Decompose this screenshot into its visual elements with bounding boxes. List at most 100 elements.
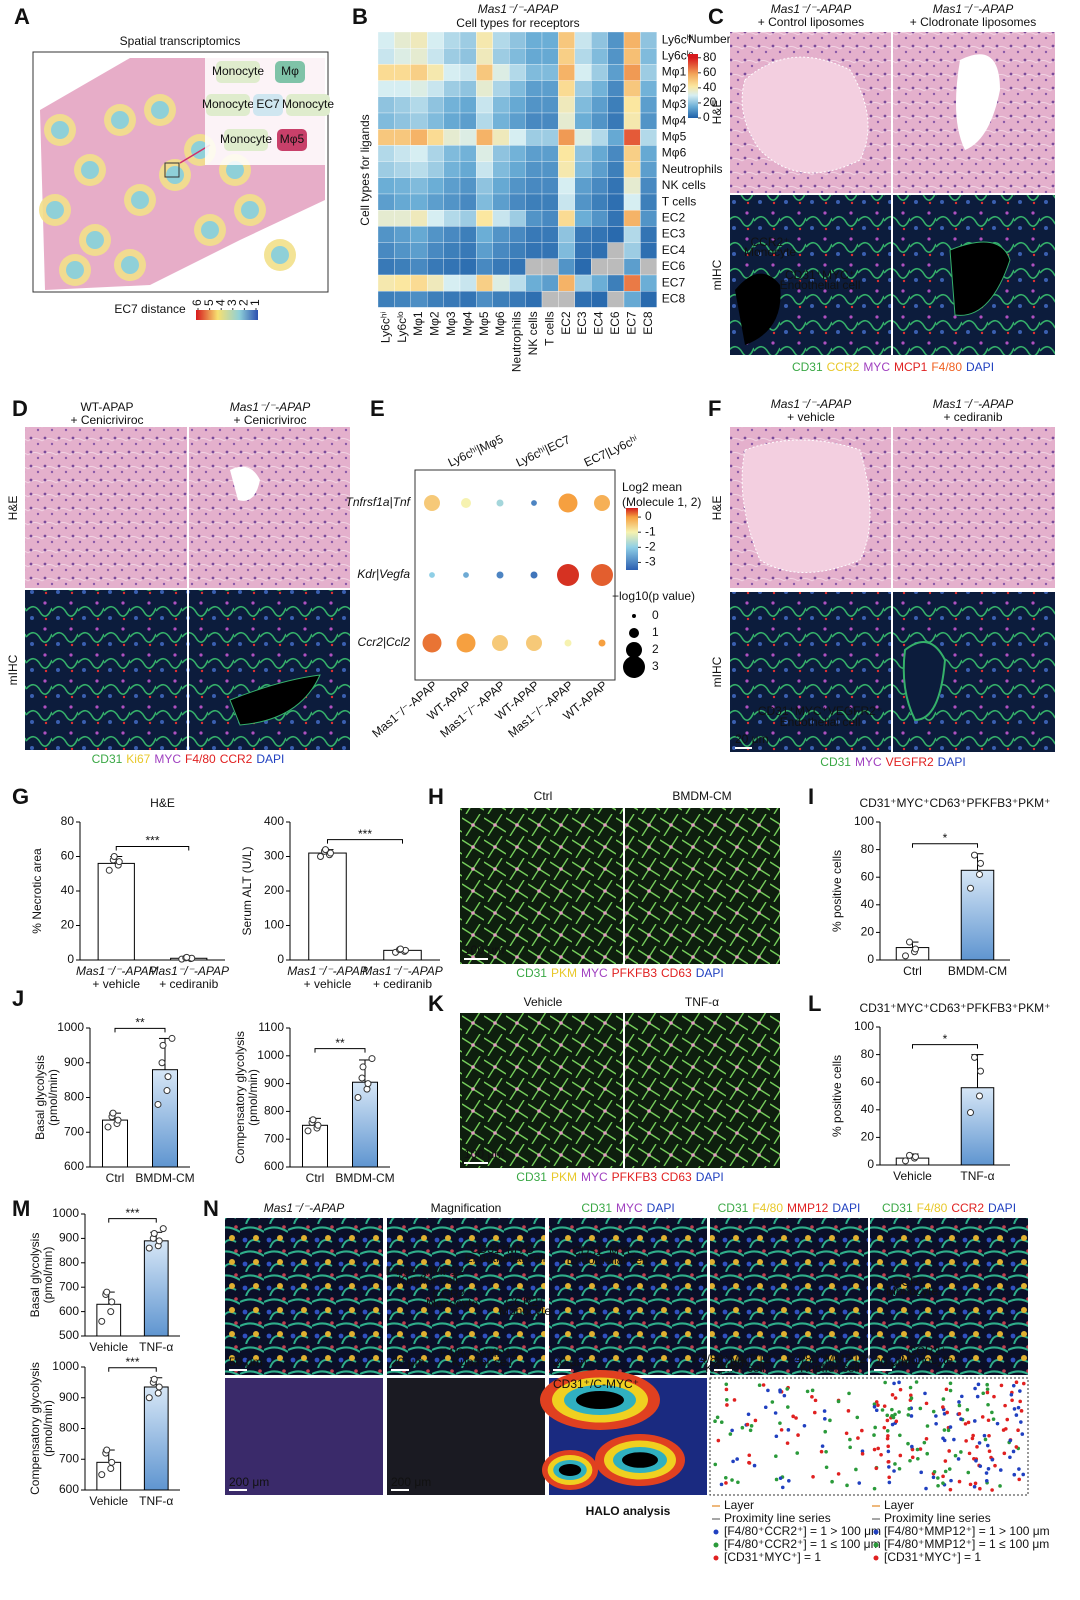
cell-dot — [872, 1486, 877, 1491]
y-tick-label: 1000 — [52, 1359, 79, 1373]
cell-dot — [874, 1400, 879, 1404]
heat-cell — [541, 96, 559, 114]
cell-dot — [893, 1412, 897, 1417]
y-tick-label: 500 — [59, 1328, 79, 1342]
he-image — [189, 427, 350, 588]
cell-dot — [872, 1447, 877, 1452]
data-point — [163, 1087, 171, 1095]
cell-dot — [897, 1466, 902, 1471]
zoom-box — [164, 162, 180, 178]
cell-dot — [948, 1381, 953, 1386]
y-tick-label: 700 — [64, 1124, 84, 1138]
cell-dot — [713, 1419, 717, 1424]
x-tick-label: Ctrl — [903, 964, 922, 978]
heat-cell — [541, 48, 559, 65]
cell-dot — [749, 1424, 754, 1428]
heat-cell — [591, 177, 608, 195]
cell-dot — [885, 1413, 890, 1418]
cell-box — [286, 94, 330, 116]
stain: CD63 — [661, 966, 692, 980]
heat-cell — [640, 291, 657, 308]
cell-dot — [882, 1404, 887, 1408]
data-point — [98, 1471, 106, 1479]
cell-dot — [918, 1447, 923, 1451]
heat-cell — [459, 242, 477, 259]
stain: MYC — [616, 1201, 643, 1215]
heat-cell — [476, 226, 493, 243]
stain: CD31 — [92, 752, 123, 766]
cell-dot — [1011, 1383, 1016, 1388]
data-point — [314, 1121, 322, 1129]
cell-dot — [1016, 1405, 1021, 1410]
heat-cell — [476, 96, 493, 114]
column-header: + Clodronate liposomes — [910, 15, 1036, 29]
y-tick-label: 40 — [861, 897, 875, 911]
heat-cell — [377, 31, 395, 49]
cell-dot — [824, 1449, 828, 1454]
stain: MMP12 — [787, 1201, 829, 1215]
heat-cell — [558, 210, 575, 227]
cell-dot — [1017, 1477, 1022, 1482]
cell-dot — [898, 1433, 902, 1438]
cell-dot — [957, 1479, 962, 1484]
row-label: Mφ5 — [662, 129, 687, 143]
cell-dot — [972, 1484, 977, 1489]
cell-dot — [898, 1387, 903, 1392]
heat-cell — [574, 112, 592, 130]
cell-dot — [966, 1470, 971, 1475]
cell-dot — [885, 1428, 890, 1433]
stain-legend: CD31 MYC VEGFR2 DAPI — [820, 755, 965, 769]
colorbar-tick-label: -2 — [645, 539, 656, 553]
heat-cell — [492, 210, 510, 227]
image-annotation: Endothelial cell — [465, 1251, 546, 1265]
heat-cell — [443, 96, 461, 114]
x-tick-label: BMDM-CM — [335, 1171, 394, 1185]
heat-cell — [525, 258, 543, 276]
cell-dot — [991, 1417, 996, 1421]
scale-label: 200 μm — [391, 1475, 431, 1489]
cell-dot — [964, 1439, 968, 1443]
stain: PFKFB3 — [612, 1170, 658, 1184]
cell-dot — [932, 1469, 937, 1474]
scale-label: 20 μm — [714, 1355, 748, 1369]
heat-cell — [459, 177, 477, 195]
cell-dot — [785, 1387, 790, 1391]
y-tick-label: 200 — [264, 883, 284, 897]
stain: F4/80 — [185, 752, 216, 766]
heat-cell — [574, 129, 592, 146]
data-point — [397, 945, 404, 953]
heat-cell — [640, 177, 657, 195]
stain: DAPI — [647, 1201, 675, 1215]
image-annotation: Kupffer cell — [452, 1355, 512, 1369]
cell-dot — [972, 1419, 977, 1423]
significance-label: ** — [135, 1016, 145, 1030]
cell-dot — [946, 1428, 951, 1433]
stain: CCR2 — [220, 752, 253, 766]
cell-dot — [925, 1424, 930, 1428]
cell-dot — [973, 1386, 977, 1391]
legend-title: (Molecule 1, 2) — [622, 495, 701, 509]
heat-cell — [591, 31, 608, 49]
colorbar-tick-label: -3 — [645, 555, 656, 569]
heat-cell — [607, 31, 625, 49]
image-annotation: CCR2⁺ — [750, 235, 789, 249]
heat-cell — [591, 226, 608, 243]
cell-dot — [941, 1405, 945, 1409]
heat-cell — [377, 258, 395, 276]
cell-dot — [820, 1444, 825, 1448]
heat-cell — [394, 129, 411, 146]
heat-cell — [459, 161, 477, 178]
x-tick-label: + cediranib — [373, 977, 432, 991]
panel-letter: H — [428, 784, 444, 809]
heat-cell — [394, 145, 411, 162]
dot — [531, 500, 537, 506]
cell-dot — [874, 1408, 879, 1413]
heat-cell — [525, 48, 543, 65]
data-point — [317, 853, 324, 860]
y-axis-label: Serum ALT (U/L) — [240, 847, 254, 936]
colorbar-tick-label: 5 — [202, 299, 216, 306]
heat-cell — [623, 242, 641, 259]
cell-dot — [713, 1462, 718, 1467]
cell-dot — [730, 1428, 734, 1433]
